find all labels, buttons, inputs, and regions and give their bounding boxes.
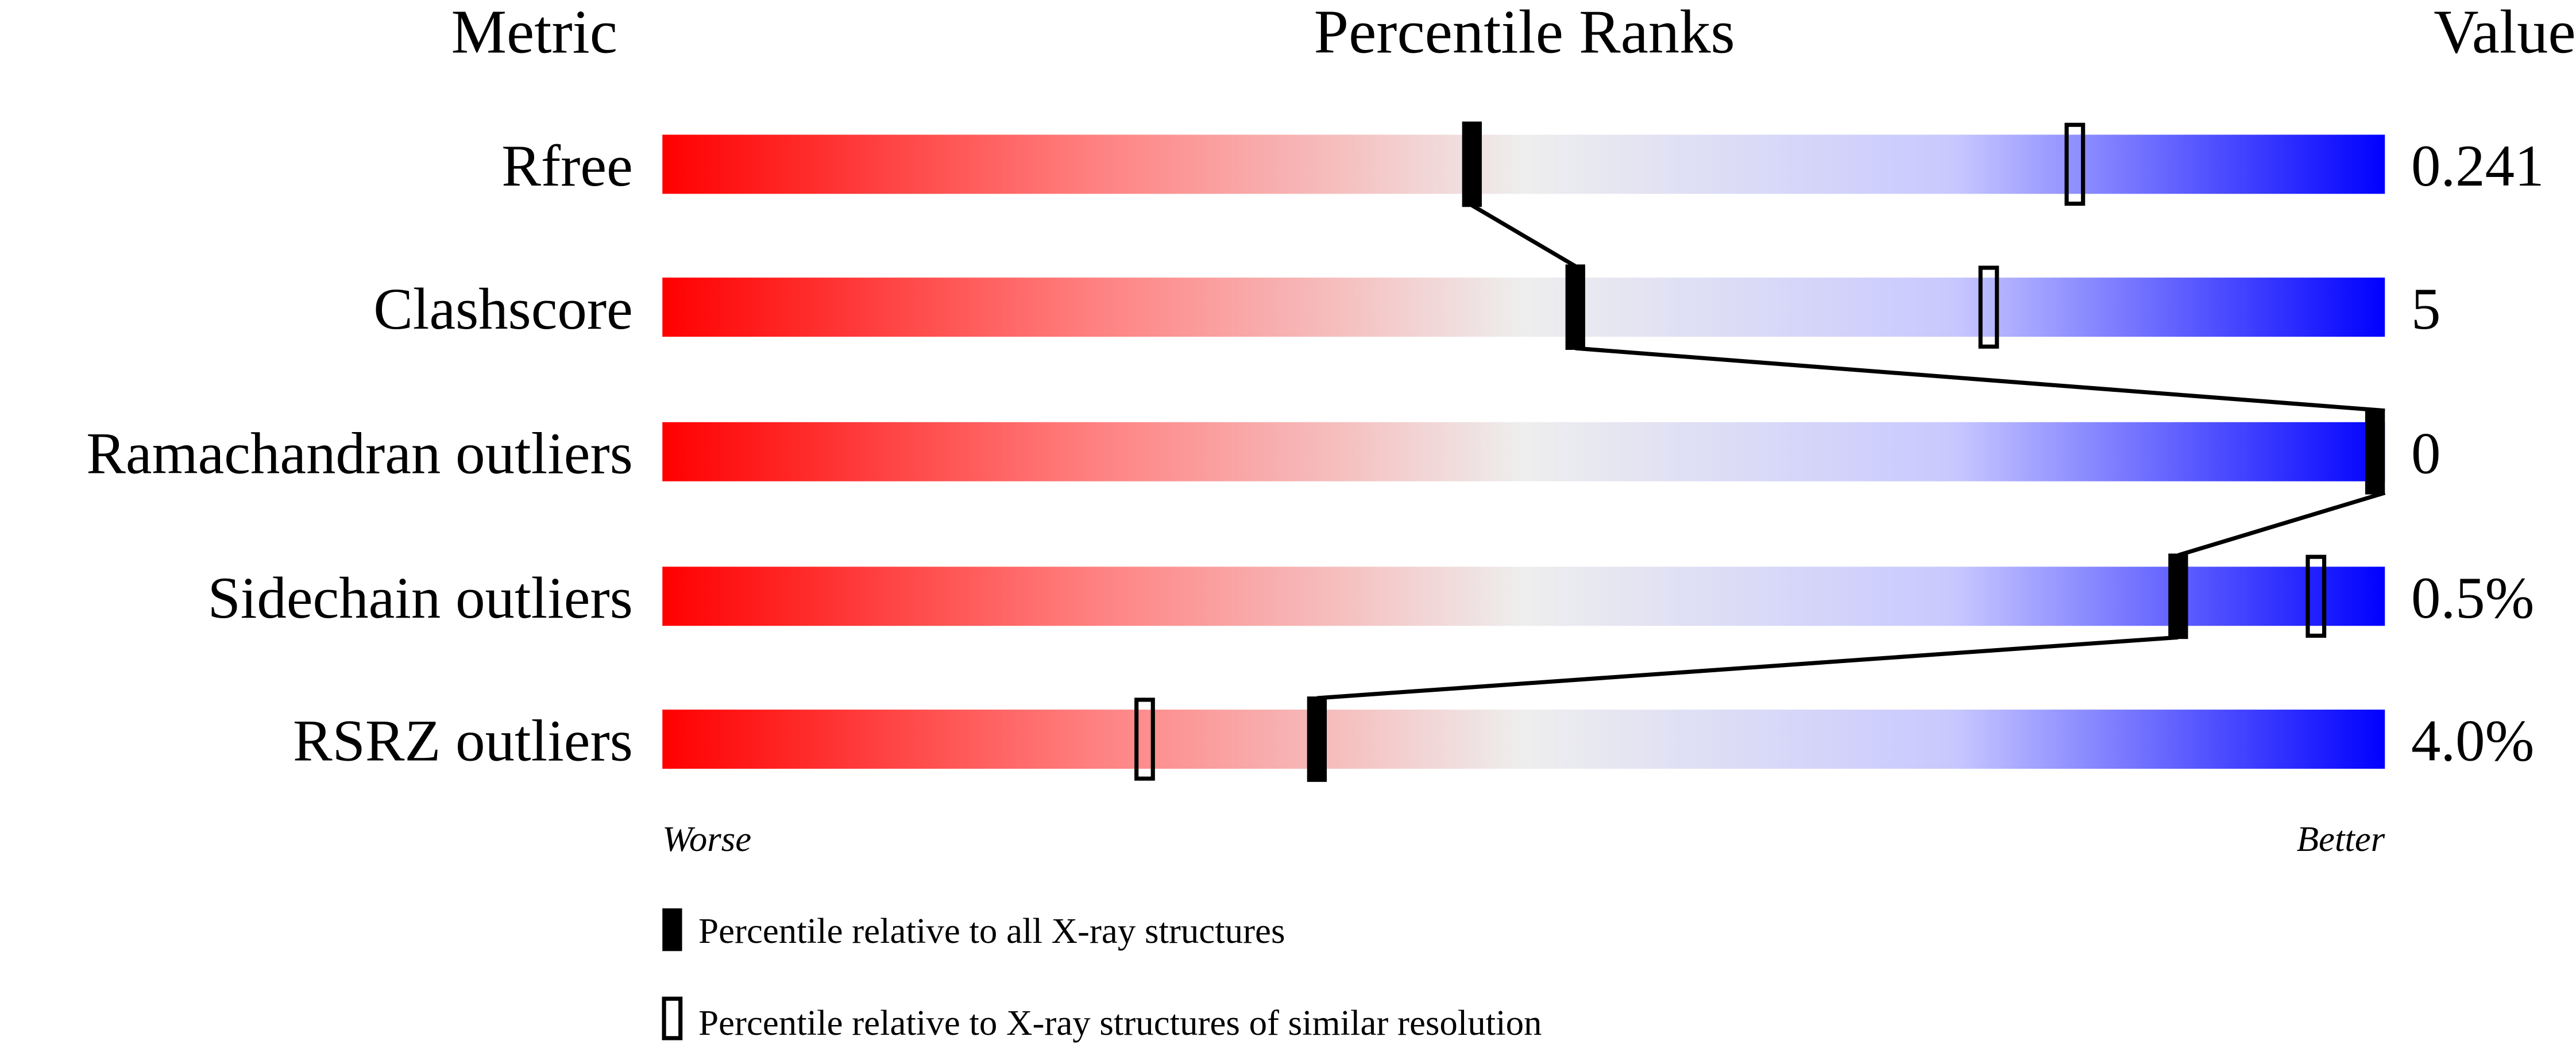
metric-label: RSRZ outliers [293, 708, 633, 774]
legend-filled-label: Percentile relative to all X-ray structu… [698, 911, 1285, 951]
percentile-bar [662, 134, 2385, 194]
similar-resolution-marker [1978, 265, 1999, 349]
percentile-bar [662, 710, 2385, 769]
all-structures-marker [2168, 553, 2188, 639]
metric-label: Ramachandran outliers [86, 421, 633, 486]
metric-value: 4.0% [2411, 708, 2534, 774]
similar-resolution-marker [2305, 554, 2327, 638]
header-value: Value [2434, 0, 2575, 66]
connector-line [1316, 635, 2179, 700]
connector-line [1575, 346, 2385, 413]
metric-value: 0.5% [2411, 565, 2534, 631]
metric-label: Clashscore [373, 276, 633, 342]
all-structures-marker [1565, 264, 1585, 350]
legend-open-marker [662, 996, 683, 1041]
connector-line [1470, 203, 1577, 268]
similar-resolution-marker [2064, 122, 2085, 206]
metric-value: 0.241 [2411, 133, 2544, 199]
percentile-bar [662, 422, 2385, 481]
header-ranks: Percentile Ranks [1314, 0, 1735, 66]
all-structures-marker [2365, 409, 2385, 495]
header-metric: Metric [451, 0, 617, 66]
all-structures-marker [1462, 121, 1482, 207]
percentile-bar [662, 278, 2385, 337]
connector-line [2177, 491, 2386, 557]
percentile-bar [662, 567, 2385, 626]
legend-filled-marker [662, 908, 682, 951]
similar-resolution-marker [1134, 698, 1155, 781]
axis-worse-label: Worse [662, 819, 751, 859]
legend-open-label: Percentile relative to X-ray structures … [698, 1003, 1542, 1043]
metric-label: Rfree [501, 133, 633, 199]
metric-label: Sidechain outliers [208, 565, 633, 631]
axis-better-label: Better [2297, 819, 2385, 859]
all-structures-marker [1307, 696, 1327, 782]
metric-value: 0 [2411, 421, 2440, 486]
metric-value: 5 [2411, 276, 2440, 342]
